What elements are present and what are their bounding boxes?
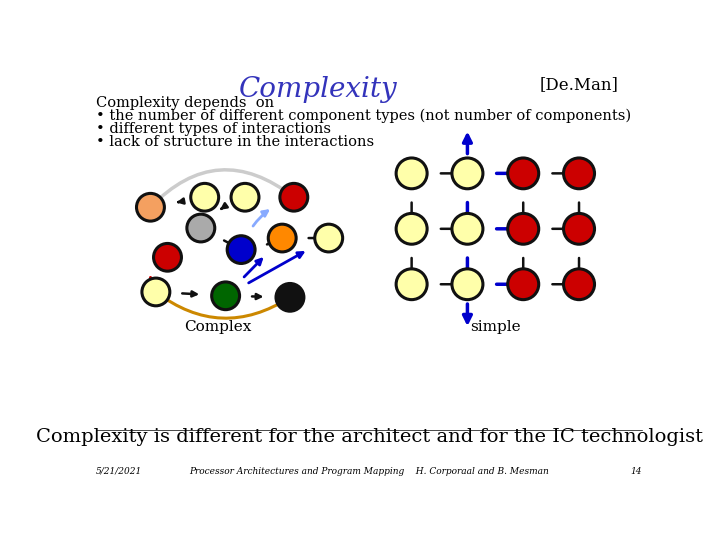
FancyArrowPatch shape [156,282,161,289]
FancyArrowPatch shape [521,258,526,281]
FancyArrowPatch shape [252,294,261,299]
Circle shape [396,158,427,189]
FancyArrowPatch shape [182,292,197,296]
Circle shape [212,282,240,309]
FancyArrowPatch shape [441,281,464,287]
FancyArrowPatch shape [207,195,219,200]
Text: Complexity: Complexity [239,76,398,103]
FancyArrowPatch shape [497,226,519,232]
Text: • lack of structure in the interactions: • lack of structure in the interactions [96,135,374,149]
FancyArrowPatch shape [441,171,464,176]
Text: 14: 14 [630,467,642,476]
FancyArrowPatch shape [576,202,582,226]
Circle shape [452,158,483,189]
FancyArrowPatch shape [521,202,526,226]
FancyArrowPatch shape [464,202,470,225]
Circle shape [269,224,296,252]
Circle shape [452,213,483,244]
FancyArrowPatch shape [441,226,464,232]
FancyArrowPatch shape [253,211,268,226]
Text: [De.Man]: [De.Man] [539,76,618,93]
FancyArrowPatch shape [156,292,290,318]
Circle shape [191,184,219,211]
Circle shape [137,193,164,221]
Circle shape [508,158,539,189]
Circle shape [508,213,539,244]
Text: Processor Architectures and Program Mapping    H. Corporaal and B. Mesman: Processor Architectures and Program Mapp… [189,467,549,476]
Circle shape [564,213,595,244]
FancyArrowPatch shape [224,240,238,248]
Circle shape [564,269,595,300]
FancyArrowPatch shape [179,199,184,204]
Circle shape [396,269,427,300]
FancyArrowPatch shape [576,258,582,281]
FancyArrowPatch shape [221,203,228,209]
FancyArrowPatch shape [409,258,415,281]
Text: Complexity is different for the architect and for the IC technologist: Complexity is different for the architec… [35,428,703,446]
FancyArrowPatch shape [409,202,415,226]
Circle shape [153,244,181,271]
Circle shape [452,269,483,300]
Circle shape [228,236,255,264]
FancyArrowPatch shape [552,171,576,176]
FancyArrowPatch shape [248,253,303,283]
Text: 5/21/2021: 5/21/2021 [96,467,143,476]
FancyArrowPatch shape [244,259,261,277]
FancyArrowPatch shape [267,239,279,245]
Circle shape [276,284,304,311]
FancyArrowPatch shape [199,220,204,225]
Text: Complexity depends  on: Complexity depends on [96,96,274,110]
Circle shape [187,214,215,242]
Circle shape [142,278,170,306]
Text: • different types of interactions: • different types of interactions [96,122,331,136]
Text: Complex: Complex [184,320,251,334]
FancyArrowPatch shape [497,281,519,287]
FancyArrowPatch shape [464,258,470,280]
Text: • the number of different component types (not number of components): • the number of different component type… [96,109,631,123]
FancyArrowPatch shape [150,170,294,207]
Circle shape [564,158,595,189]
Text: simple: simple [470,320,521,334]
FancyArrowPatch shape [497,171,519,176]
Circle shape [508,269,539,300]
FancyArrowPatch shape [309,235,326,240]
FancyArrowPatch shape [552,281,576,287]
Circle shape [231,184,259,211]
FancyArrowPatch shape [149,278,154,289]
FancyArrowPatch shape [552,226,576,232]
Circle shape [396,213,427,244]
Circle shape [315,224,343,252]
Circle shape [280,184,307,211]
